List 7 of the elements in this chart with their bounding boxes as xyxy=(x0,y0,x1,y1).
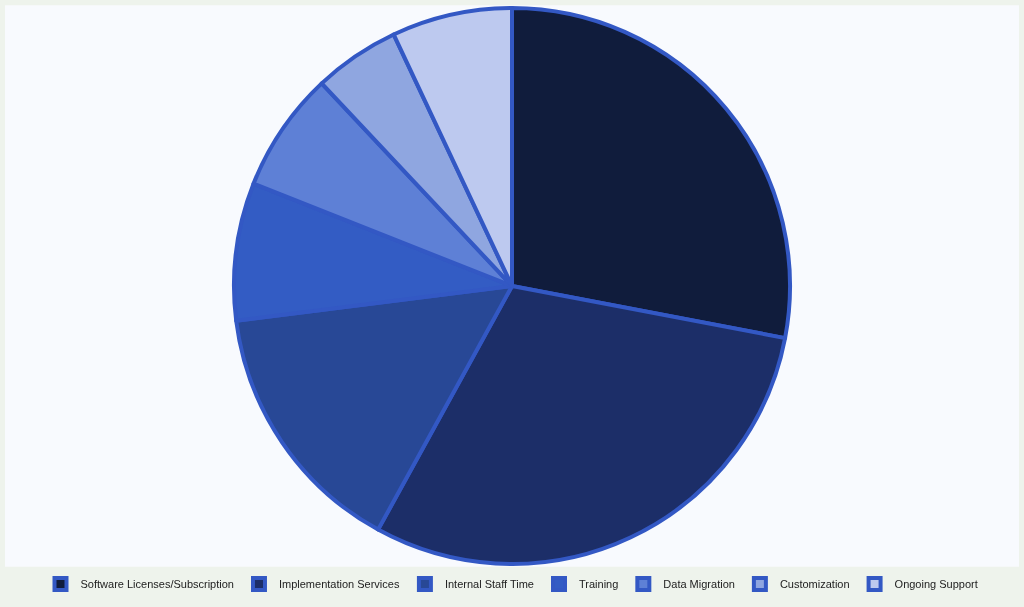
legend-label: Software Licenses/Subscription xyxy=(80,578,234,591)
legend-label: Implementation Services xyxy=(278,578,400,591)
legend-label: Training xyxy=(578,578,619,591)
legend-label: Customization xyxy=(779,578,850,591)
legend-label: Ongoing Support xyxy=(894,578,978,591)
legend-label: Data Migration xyxy=(663,578,735,591)
legend-label: Internal Staff Time xyxy=(444,578,534,591)
